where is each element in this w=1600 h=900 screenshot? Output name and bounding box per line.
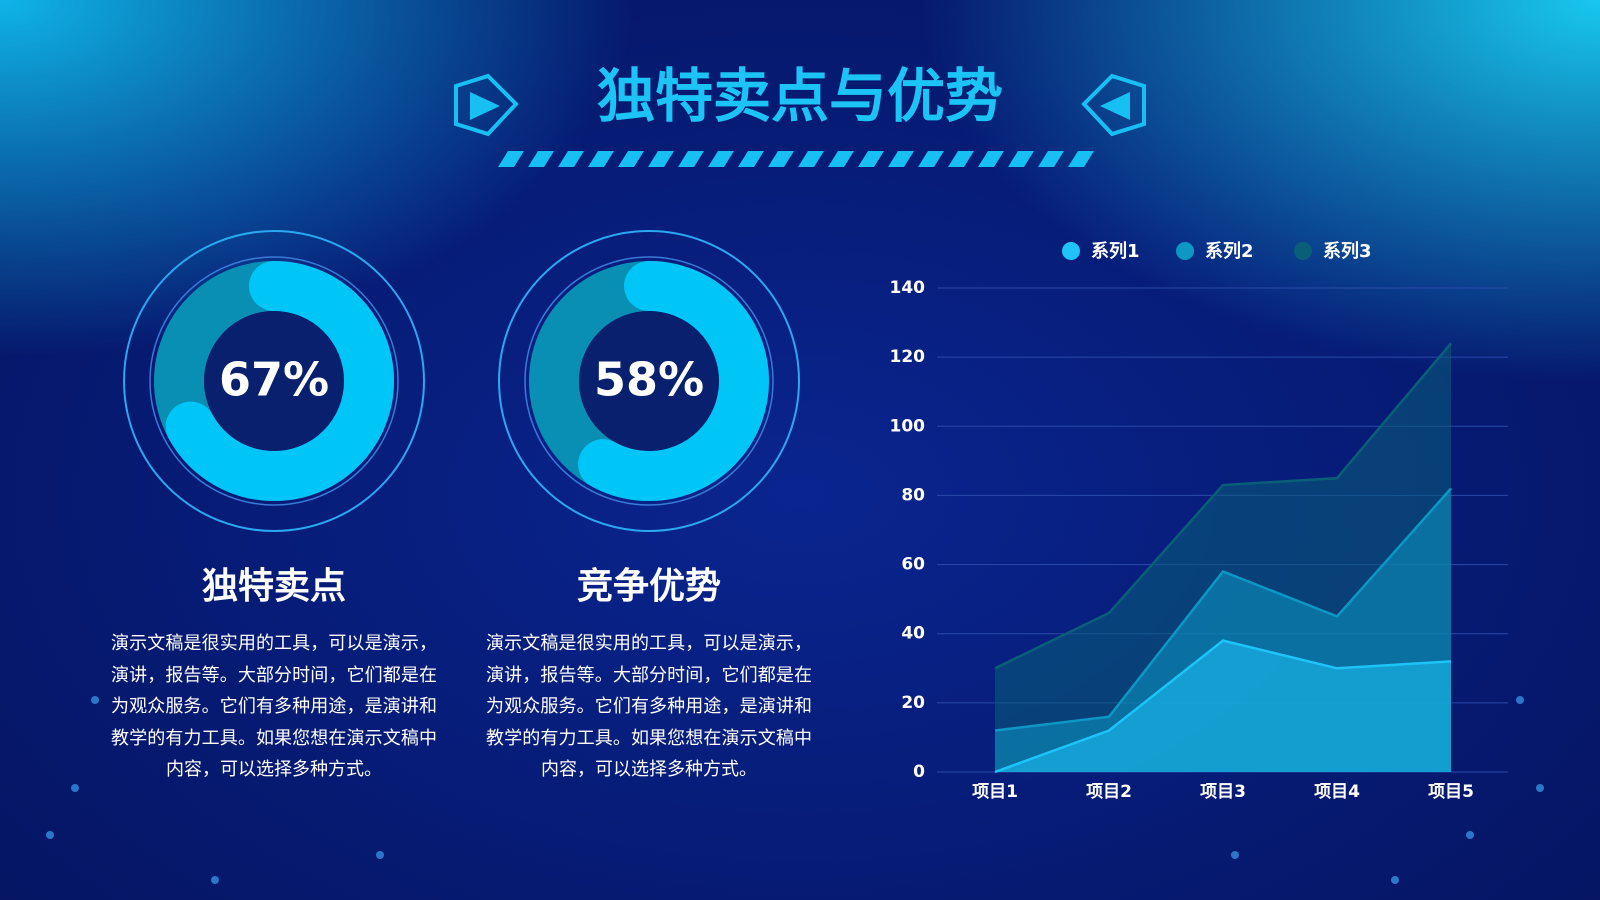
stripe xyxy=(648,151,674,167)
card-text: 演示文稿是很实用的工具，可以是演示，演讲，报告等。大部分时间，它们都是在为观众服… xyxy=(111,633,437,780)
stripe xyxy=(768,151,794,167)
stripe xyxy=(618,151,644,167)
donut-center xyxy=(579,311,719,451)
network-dot xyxy=(211,876,219,884)
x-tick-label: 项目4 xyxy=(1314,782,1360,802)
network-dot xyxy=(376,851,384,859)
y-tick-label: 60 xyxy=(901,555,925,575)
network-dot xyxy=(46,831,54,839)
inner-ring xyxy=(524,256,774,506)
stripe xyxy=(1008,151,1034,167)
y-tick-label: 40 xyxy=(901,624,925,644)
legend-label: 系列3 xyxy=(1323,241,1372,262)
donut-center xyxy=(204,311,344,451)
outer-ring xyxy=(123,230,425,532)
title-underline xyxy=(498,151,1094,167)
network-dot xyxy=(1516,696,1524,704)
legend-label: 系列1 xyxy=(1091,241,1140,262)
stripe xyxy=(798,151,824,167)
stripe xyxy=(888,151,914,167)
stripe xyxy=(948,151,974,167)
network-dot xyxy=(71,784,79,792)
outer-ring xyxy=(498,230,800,532)
stripe xyxy=(498,151,524,167)
legend-swatch xyxy=(1294,242,1312,260)
donut-label: 58% xyxy=(594,353,704,407)
stripe xyxy=(588,151,614,167)
legend-label: 系列2 xyxy=(1205,241,1254,262)
donut-arc xyxy=(529,261,769,501)
legend-swatch xyxy=(1176,242,1194,260)
stripe xyxy=(678,151,704,167)
y-tick-label: 0 xyxy=(913,762,925,782)
network-dot xyxy=(1231,851,1239,859)
x-tick-label: 项目2 xyxy=(1086,782,1132,802)
area xyxy=(995,640,1451,772)
card-text: 演示文稿是很实用的工具，可以是演示，演讲，报告等。大部分时间，它们都是在为观众服… xyxy=(486,633,812,780)
stripe xyxy=(978,151,1004,167)
stripe xyxy=(1068,151,1094,167)
stripe xyxy=(738,151,764,167)
donut-label: 67% xyxy=(219,353,329,407)
stripe xyxy=(858,151,884,167)
network-dot xyxy=(1536,784,1544,792)
title-icon-left xyxy=(454,73,519,137)
network-dot xyxy=(91,696,99,704)
y-tick-label: 140 xyxy=(890,278,926,298)
network-dot xyxy=(1391,876,1399,884)
donut-arc xyxy=(154,261,394,501)
stripe xyxy=(918,151,944,167)
inner-ring xyxy=(149,256,399,506)
slide-title: 独特卖点与优势 xyxy=(597,62,1003,130)
title-icon-right xyxy=(1081,73,1146,137)
y-tick-label: 120 xyxy=(890,347,926,367)
y-tick-label: 100 xyxy=(890,416,926,436)
area-line xyxy=(994,487,1452,732)
stripe xyxy=(528,151,554,167)
y-tick-label: 80 xyxy=(901,485,925,505)
card-heading: 独特卖点 xyxy=(202,566,346,607)
area-line xyxy=(994,639,1452,774)
area-line xyxy=(994,342,1452,670)
x-tick-label: 项目1 xyxy=(972,782,1018,802)
legend-swatch xyxy=(1062,242,1080,260)
network-dot xyxy=(1466,831,1474,839)
card-heading: 竞争优势 xyxy=(577,566,721,607)
x-tick-label: 项目3 xyxy=(1200,782,1246,802)
y-tick-label: 20 xyxy=(901,693,925,713)
stripe xyxy=(828,151,854,167)
stripe xyxy=(558,151,584,167)
stripe xyxy=(708,151,734,167)
stripe xyxy=(1038,151,1064,167)
x-tick-label: 项目5 xyxy=(1428,782,1474,802)
